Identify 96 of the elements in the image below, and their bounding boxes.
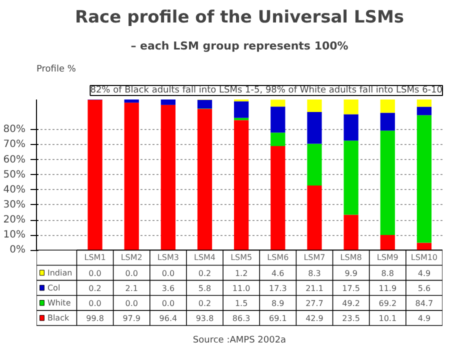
bar	[416, 115, 432, 243]
y-tick-label: 10%	[3, 230, 26, 241]
data-label: 11.9	[378, 284, 397, 293]
data-label: 69.2	[378, 298, 397, 308]
data-label: 4.6	[272, 268, 284, 278]
bar	[380, 100, 395, 113]
bar	[380, 130, 395, 235]
x-tick-label: LSM2	[120, 253, 142, 262]
bar	[160, 104, 176, 250]
y-tick-label: 50%	[3, 169, 26, 180]
bar	[160, 100, 176, 105]
y-tick-label: 80%	[3, 124, 26, 136]
data-label: 0.2	[198, 268, 212, 278]
bar	[344, 114, 358, 141]
data-label: 5.8	[198, 284, 212, 293]
data-label: 86.3	[232, 314, 250, 323]
data-label: 10.1	[378, 314, 397, 323]
data-label: 8.8	[381, 268, 394, 278]
data-label: 17.3	[269, 284, 287, 293]
bar	[416, 100, 432, 107]
data-label: 97.9	[122, 314, 141, 323]
bar	[344, 100, 358, 114]
data-label: 21.1	[306, 284, 324, 293]
data-label: 99.8	[86, 314, 104, 323]
data-label: 9.9	[344, 268, 358, 278]
chart-title: Race profile of the Universal LSMs	[74, 8, 404, 28]
bar	[380, 234, 395, 250]
bar	[124, 102, 139, 250]
legend-label: Indian	[47, 268, 72, 278]
data-label: 27.7	[306, 298, 324, 308]
y-tick-label: 40%	[3, 184, 26, 196]
bar	[197, 108, 212, 250]
x-tick-label: LSM7	[304, 253, 326, 262]
data-label: 17.5	[342, 284, 360, 293]
x-tick-label: LSM6	[267, 253, 289, 262]
data-label: 5.6	[418, 284, 431, 293]
legend-label: Black	[47, 313, 70, 322]
data-label: 2.1	[125, 284, 138, 293]
data-label: 1.2	[234, 268, 248, 278]
bar	[344, 214, 358, 250]
data-label: 4.9	[418, 268, 431, 278]
data-label: 23.5	[342, 314, 360, 323]
bar	[270, 100, 286, 107]
data-label: 84.7	[415, 298, 434, 308]
y-tick-label: 20%	[3, 214, 26, 226]
data-label: 69.1	[269, 314, 287, 323]
x-tick-label: LSM9	[376, 253, 398, 262]
bar	[307, 144, 322, 186]
bar	[380, 112, 395, 131]
data-label: 0.2	[88, 284, 102, 293]
data-label: 3.6	[162, 284, 175, 293]
bar	[197, 100, 212, 109]
bar	[344, 140, 358, 215]
bar	[307, 112, 322, 144]
data-label: 96.4	[159, 314, 178, 323]
data-label: 0.0	[162, 298, 175, 308]
bar	[234, 101, 249, 118]
bar	[416, 242, 432, 250]
data-label: 93.8	[196, 314, 214, 323]
x-tick-label: LSM1	[84, 253, 106, 262]
bar	[88, 100, 102, 250]
data-label: 8.3	[308, 268, 321, 278]
x-tick-label: LSM5	[230, 253, 252, 262]
source-note: Source :AMPS 2002a	[192, 336, 286, 346]
bar	[124, 100, 139, 103]
bar	[307, 100, 322, 112]
bar	[416, 106, 432, 116]
legend-label: Col	[47, 283, 60, 292]
data-label: 1.5	[234, 298, 248, 308]
y-tick-label: 0%	[10, 244, 26, 256]
data-label: 42.9	[306, 314, 324, 323]
y-tick-label: 60%	[3, 154, 26, 166]
data-label: 0.0	[88, 268, 102, 278]
chart-subtitle: – each LSM group represents 100%	[130, 40, 348, 52]
data-label: 4.9	[418, 314, 431, 323]
bar	[270, 132, 286, 146]
data-label: 0.0	[125, 268, 138, 278]
x-tick-label: LSM10	[410, 253, 438, 262]
legend-label: White	[47, 298, 71, 308]
bar	[270, 106, 286, 133]
y-tick-label: 70%	[3, 139, 26, 150]
bar	[234, 120, 249, 250]
bar	[307, 186, 322, 250]
data-label: 8.9	[272, 298, 284, 308]
y-tick-label: 30%	[3, 199, 26, 210]
data-label: 0.2	[198, 298, 212, 308]
data-label: 0.0	[162, 268, 175, 278]
data-label: 49.2	[342, 298, 360, 308]
x-tick-label: LSM8	[340, 253, 362, 262]
x-tick-label: LSM3	[157, 253, 179, 262]
data-label: 0.0	[88, 298, 102, 308]
bar	[270, 146, 286, 250]
x-tick-label: LSM4	[194, 253, 216, 262]
data-label: 0.0	[125, 298, 138, 308]
data-label: 11.0	[232, 284, 250, 293]
y-axis-title: Profile %	[36, 64, 76, 74]
